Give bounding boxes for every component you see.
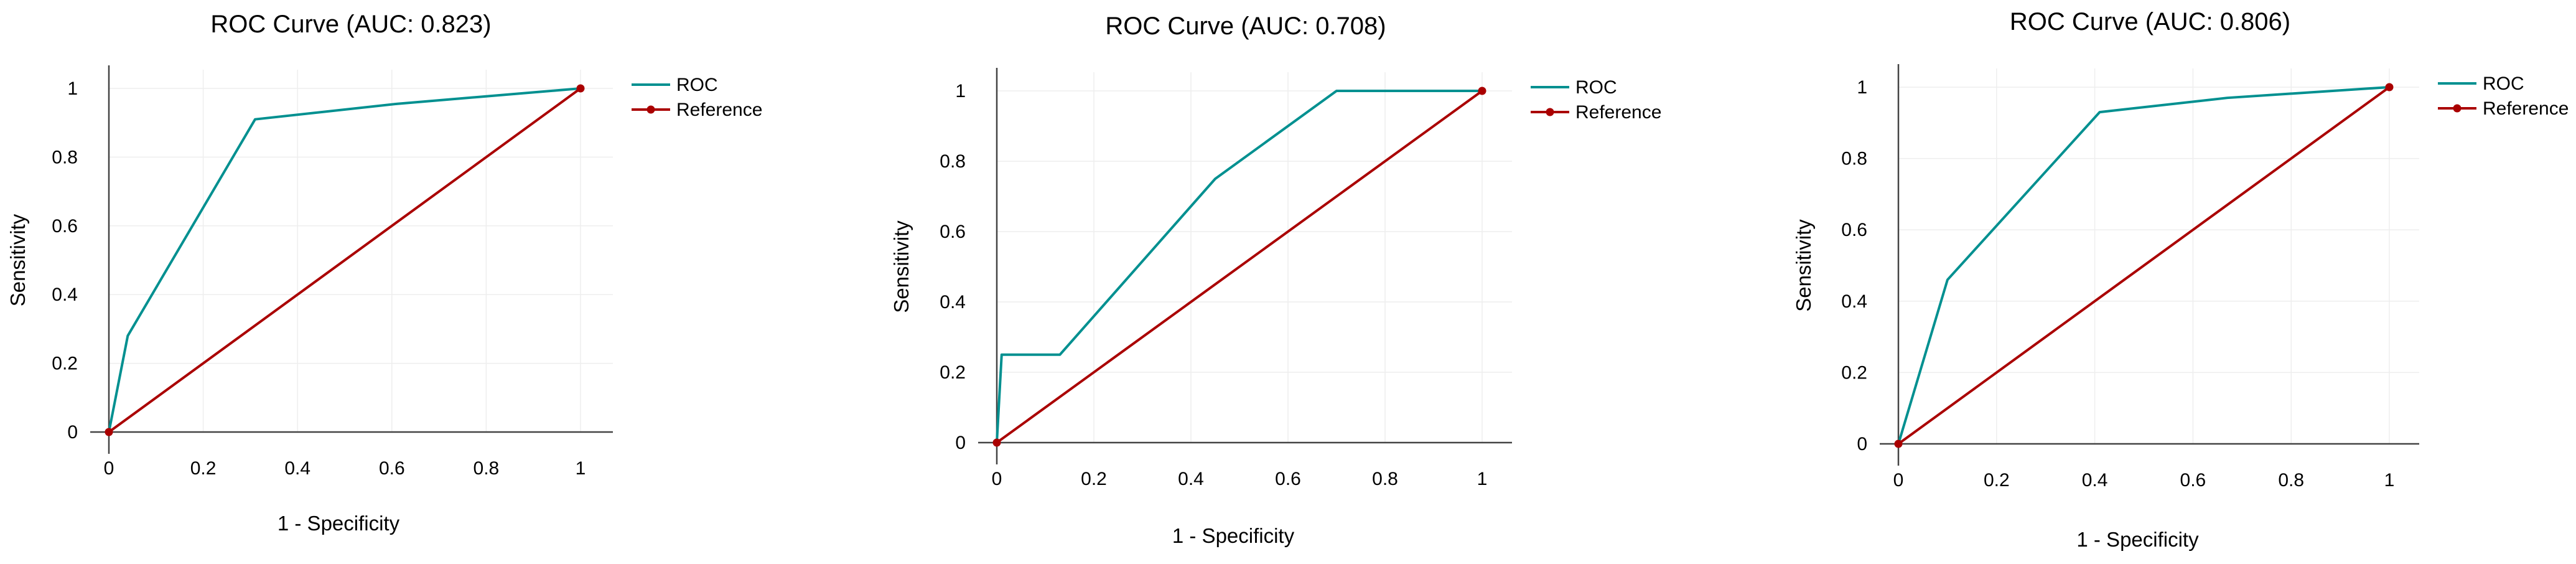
x-tick-label: 0.8: [1372, 469, 1398, 489]
reference-point: [2385, 83, 2394, 92]
series-line-roc: [108, 87, 581, 433]
reference-point: [105, 428, 113, 436]
legend-label-roc: ROC: [676, 75, 718, 95]
roc-chart-2: ROC Curve (AUC: 0.708) 0 0.2 0.4 0.6 0.8 1 0 0.2…: [859, 0, 1717, 564]
chart-title: ROC Curve (AUC: 0.708): [1105, 12, 1386, 40]
y-tick-label: 1: [67, 78, 78, 99]
y-tick-label: 0.2: [940, 362, 966, 383]
x-tick-label: 0.2: [1081, 469, 1107, 489]
legend-label-reference: Reference: [1575, 102, 1661, 123]
x-tick-label: 1: [576, 458, 586, 479]
reference-point: [576, 84, 585, 93]
legend-label-roc: ROC: [1575, 77, 1617, 98]
y-axis-label: Sensitivity: [890, 220, 913, 313]
legend-label-roc: ROC: [2483, 73, 2524, 94]
x-tick-label: 1: [1477, 469, 1488, 489]
y-tick-label: 1: [1857, 77, 1867, 98]
y-tick-label: 0: [955, 433, 966, 453]
x-tick-label: 0.2: [1984, 470, 2010, 491]
legend-marker: [646, 105, 655, 114]
x-tick-label: 0.8: [2278, 470, 2304, 491]
x-tick-label: 0.6: [379, 458, 405, 479]
x-axis-label: 1 - Specificity: [1172, 524, 1295, 547]
series-line-reference: [996, 90, 1483, 444]
y-axis-label: Sensitivity: [1792, 219, 1815, 312]
series-line-roc: [1897, 86, 2390, 444]
reference-point: [1478, 87, 1486, 95]
x-tick-label: 0.4: [1178, 469, 1204, 489]
chart-title: ROC Curve (AUC: 0.806): [2010, 8, 2290, 35]
y-tick-label: 0.4: [52, 284, 78, 305]
y-tick-label: 0.6: [940, 222, 966, 242]
reference-point: [992, 438, 1001, 447]
y-tick-label: 0.2: [1841, 362, 1867, 383]
x-tick-label: 0: [1893, 470, 1904, 491]
x-tick-label: 0: [104, 458, 114, 479]
legend-marker: [2453, 104, 2462, 113]
legend-label-reference: Reference: [2483, 98, 2569, 119]
series-line-reference: [108, 87, 582, 433]
y-tick-label: 0.8: [1841, 149, 1867, 169]
y-tick-label: 0.6: [1841, 220, 1867, 240]
x-tick-label: 0.4: [2082, 470, 2108, 491]
chart-title: ROC Curve (AUC: 0.823): [210, 11, 491, 38]
roc-chart-3: ROC Curve (AUC: 0.806) 0 0.2 0.4 0.6 0.8 1 0 0.2…: [1717, 0, 2576, 564]
legend-marker: [1546, 108, 1554, 116]
y-tick-label: 0.8: [940, 151, 966, 172]
y-tick-label: 0: [1857, 434, 1867, 454]
x-tick-label: 0.6: [1275, 469, 1301, 489]
x-tick-label: 1: [2384, 470, 2395, 491]
y-tick-label: 0.4: [1841, 291, 1867, 312]
y-tick-label: 1: [955, 81, 966, 101]
x-tick-label: 0.6: [2180, 470, 2206, 491]
x-axis-label: 1 - Specificity: [278, 512, 400, 535]
chart-svg: ROC Curve (AUC: 0.806) 0 0.2 0.4 0.6 0.8 1 0 0.2…: [1792, 8, 2569, 551]
y-tick-label: 0.6: [52, 216, 78, 237]
y-axis-label: Sensitivity: [6, 214, 29, 306]
y-tick-label: 0.4: [940, 292, 966, 313]
series-line-roc: [996, 90, 1482, 443]
series-line-reference: [1897, 86, 2391, 445]
x-axis-label: 1 - Specificity: [2076, 528, 2199, 551]
chart-svg: ROC Curve (AUC: 0.823) 0 0.2 0.4 0.6 0.8 1 0 0.2…: [6, 11, 762, 535]
legend-label-reference: Reference: [676, 100, 762, 120]
chart-svg: ROC Curve (AUC: 0.708) 0 0.2 0.4 0.6 0.8 1 0 0.2…: [890, 12, 1661, 547]
x-tick-label: 0.4: [284, 458, 310, 479]
x-tick-label: 0.8: [474, 458, 500, 479]
y-tick-label: 0.8: [52, 147, 78, 167]
y-tick-label: 0: [67, 422, 78, 443]
x-tick-label: 0: [992, 469, 1002, 489]
roc-chart-1: ROC Curve (AUC: 0.823) 0 0.2 0.4 0.6 0.8 1 0 0.2…: [0, 0, 859, 564]
reference-point: [1894, 439, 1903, 448]
y-tick-label: 0.2: [52, 354, 78, 374]
x-tick-label: 0.2: [190, 458, 217, 479]
